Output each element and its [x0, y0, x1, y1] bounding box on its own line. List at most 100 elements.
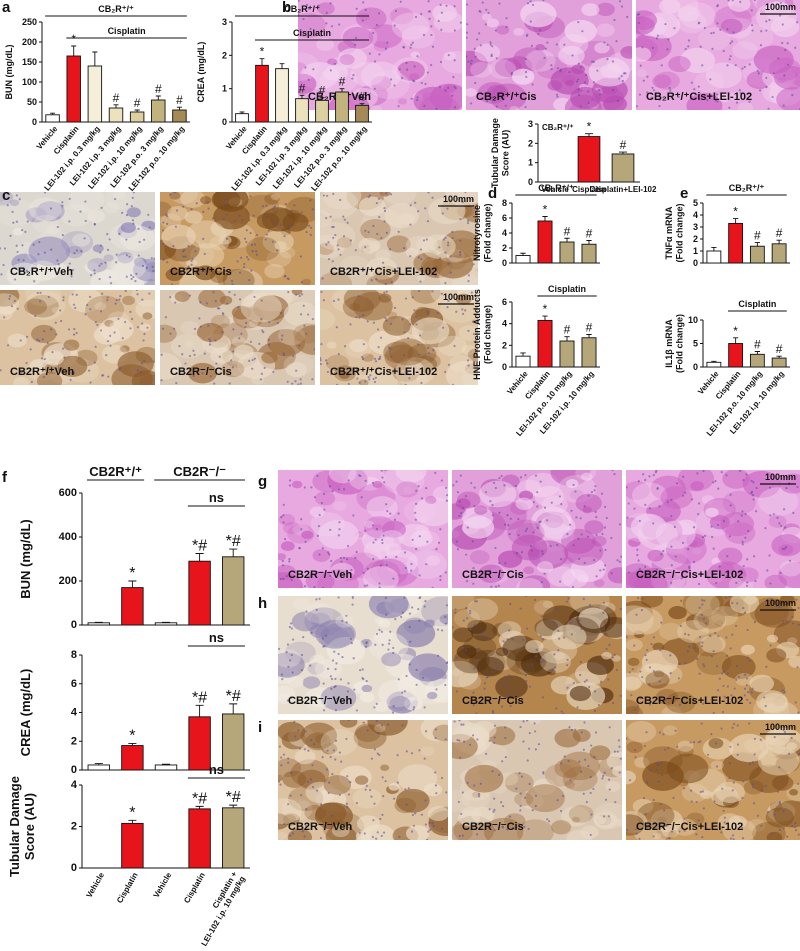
nucleus: [753, 555, 756, 558]
nucleus: [458, 739, 461, 742]
nucleus: [580, 627, 583, 631]
texture: [466, 0, 632, 110]
nucleus: [627, 502, 630, 505]
tissue: [402, 25, 435, 49]
nucleus: [455, 480, 458, 483]
nucleus: [476, 658, 480, 661]
nucleus: [475, 661, 479, 664]
nucleus: [84, 313, 87, 316]
nucleus: [476, 335, 478, 338]
nucleus: [736, 753, 739, 756]
tissue: [120, 222, 136, 233]
nucleus: [371, 481, 375, 484]
nucleus: [431, 586, 434, 588]
nucleus: [300, 528, 303, 531]
nucleus: [403, 596, 406, 600]
tissue: [350, 61, 385, 87]
nucleus: [346, 221, 349, 224]
tissue: [322, 68, 340, 81]
nucleus: [337, 248, 340, 251]
tissue: [240, 292, 282, 323]
nucleus: [282, 521, 285, 524]
nucleus: [84, 219, 87, 223]
tissue: [452, 720, 475, 743]
nucleus: [75, 293, 78, 296]
tissue: [586, 655, 614, 676]
nucleus: [779, 474, 782, 478]
nucleus: [700, 722, 703, 725]
tissue: [489, 83, 527, 110]
tissue: [322, 192, 362, 210]
nucleus: [440, 479, 443, 482]
nucleus: [304, 730, 307, 733]
nucleus: [518, 823, 521, 826]
tissue: [283, 814, 297, 824]
nucleus: [522, 638, 525, 642]
tissue: [535, 56, 568, 79]
nucleus: [332, 236, 335, 239]
tissue: [142, 312, 153, 320]
tissue: [565, 79, 575, 87]
nucleus: [408, 269, 411, 272]
nucleus: [305, 610, 308, 613]
nucleus: [581, 30, 584, 33]
nucleus: [426, 540, 429, 543]
nucleus: [765, 76, 768, 80]
bar: [129, 111, 145, 123]
nucleus: [262, 330, 265, 334]
tissue: [309, 654, 326, 666]
nucleus: [475, 600, 478, 603]
tissue: [338, 48, 368, 69]
nucleus: [356, 377, 359, 380]
nucleus: [584, 758, 587, 761]
nucleus: [311, 318, 314, 321]
nucleus: [455, 540, 459, 543]
image-caption: CB2R⁻/⁻Veh: [288, 821, 352, 833]
texture: [626, 720, 800, 840]
tissue: [366, 274, 394, 285]
tissue: [758, 487, 799, 517]
error-bar: [239, 111, 245, 114]
nucleus: [328, 553, 331, 556]
tissue: [743, 738, 763, 753]
nucleus: [465, 553, 468, 556]
nucleus: [406, 372, 409, 375]
nucleus: [506, 828, 509, 831]
nucleus: [287, 665, 290, 668]
nucleus: [329, 215, 332, 218]
nucleus: [473, 623, 476, 627]
nucleus: [455, 310, 458, 313]
nucleus: [11, 210, 14, 214]
nucleus: [419, 248, 423, 251]
nucleus: [740, 826, 744, 829]
nucleus: [347, 720, 350, 722]
nucleus: [187, 244, 190, 248]
texture: [278, 720, 448, 840]
tissue: [278, 693, 293, 705]
nucleus: [670, 775, 673, 778]
nucleus: [469, 626, 472, 630]
nucleus: [611, 60, 615, 63]
tissue: [700, 635, 726, 654]
nucleus: [494, 29, 498, 32]
nucleus: [414, 812, 417, 815]
tissue: [274, 241, 287, 250]
nucleus: [245, 321, 248, 325]
nucleus: [325, 768, 328, 771]
scale-bar-label: 100mm: [443, 292, 474, 302]
nucleus: [384, 780, 387, 783]
tissue: [411, 317, 450, 345]
nucleus: [693, 88, 696, 91]
nucleus: [697, 741, 700, 744]
nucleus: [746, 628, 749, 632]
nucleus: [132, 222, 135, 225]
nucleus: [367, 231, 370, 234]
nucleus: [717, 635, 720, 638]
tissue: [246, 236, 280, 261]
bar: [188, 808, 211, 869]
tissue: [332, 500, 347, 511]
nucleus: [335, 662, 338, 665]
nucleus: [464, 309, 467, 312]
nucleus: [397, 678, 400, 681]
tissue: [662, 664, 673, 672]
